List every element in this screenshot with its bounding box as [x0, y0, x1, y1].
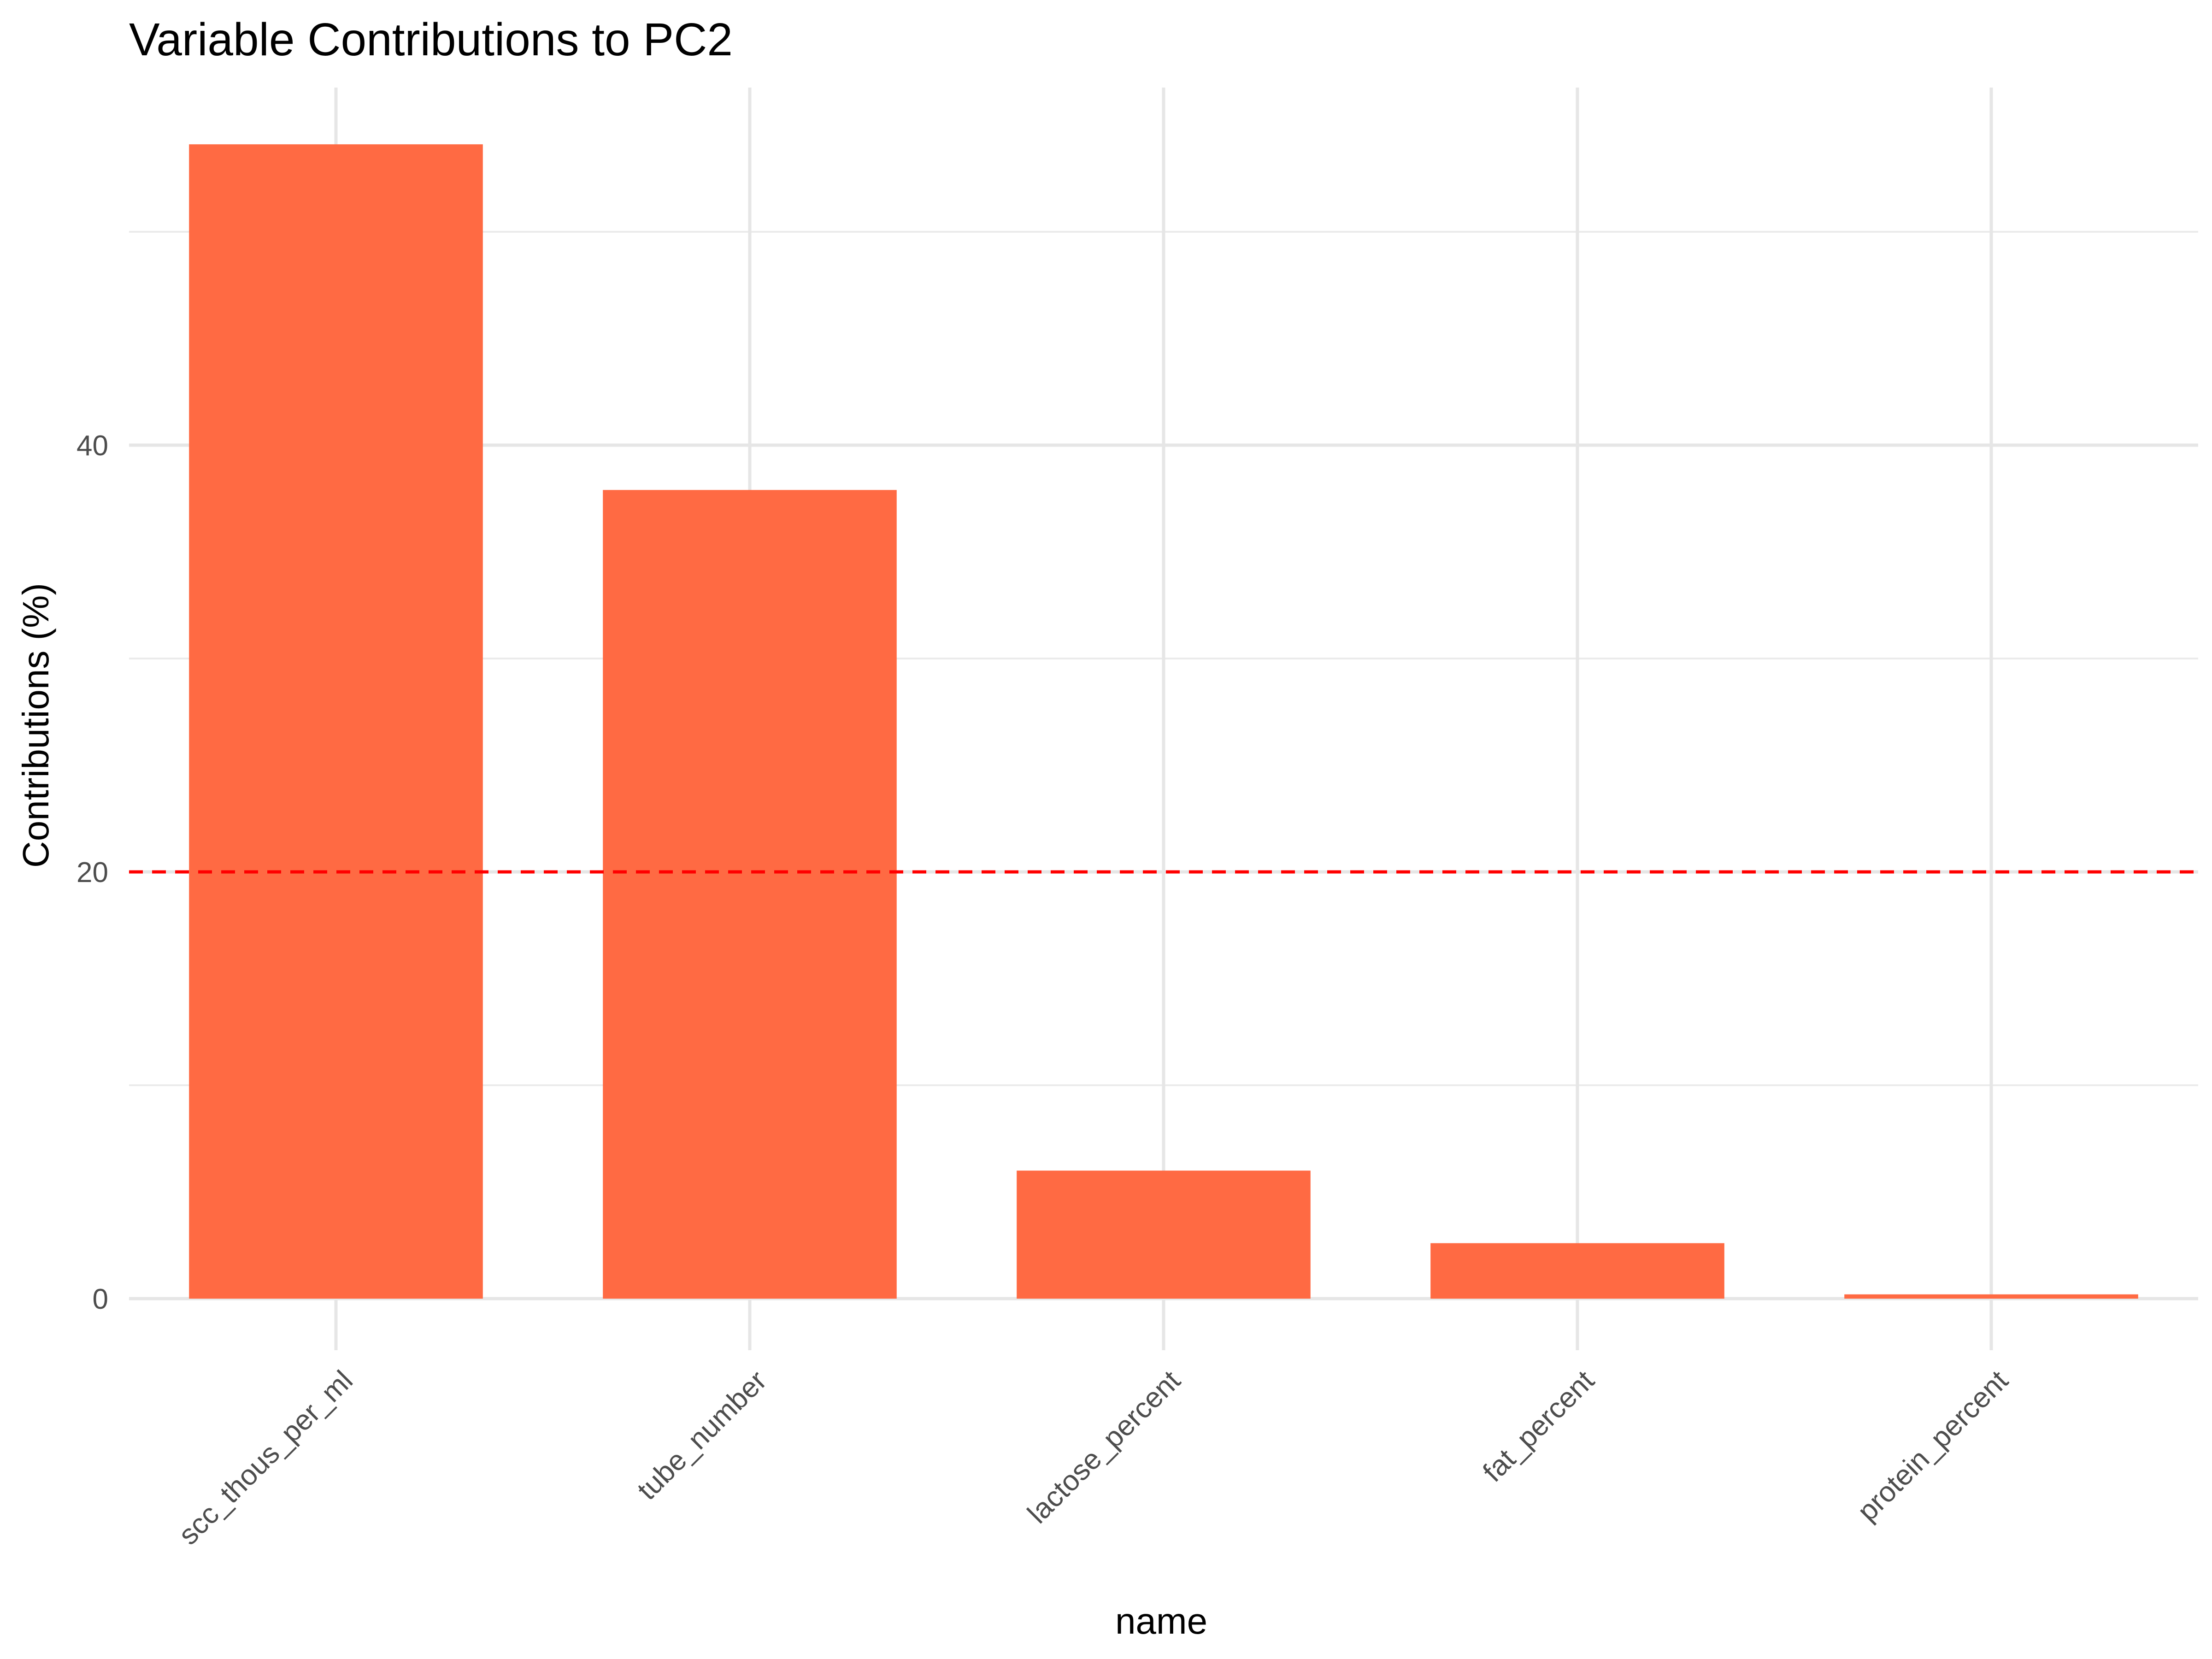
- bar-scc_thous_per_ml: [189, 144, 483, 1299]
- bar-protein_percent: [1844, 1294, 2138, 1299]
- y-tick-label: 40: [76, 430, 108, 462]
- y-tick-label: 20: [76, 857, 108, 888]
- bar-lactose_percent: [1017, 1171, 1311, 1299]
- x-tick-label: scc_thous_per_ml: [172, 1365, 359, 1551]
- x-axis-ticks: scc_thous_per_ml tube_number lactose_perce…: [172, 1365, 2014, 1551]
- y-axis-title: Contributions (%): [15, 583, 56, 868]
- y-axis-ticks: 0 20 40: [76, 430, 108, 1315]
- x-axis-title: name: [1115, 1600, 1207, 1641]
- bar-tube_number: [603, 490, 897, 1299]
- x-tick-label: fat_percent: [1477, 1365, 1600, 1488]
- x-tick-label: tube_number: [631, 1365, 773, 1506]
- bar-fat_percent: [1430, 1243, 1724, 1299]
- x-tick-label: protein_percent: [1851, 1365, 2014, 1527]
- chart-title: Variable Contributions to PC2: [129, 14, 733, 65]
- bars: [189, 144, 2138, 1299]
- y-tick-label: 0: [93, 1283, 108, 1315]
- x-tick-label: lactose_percent: [1022, 1365, 1187, 1530]
